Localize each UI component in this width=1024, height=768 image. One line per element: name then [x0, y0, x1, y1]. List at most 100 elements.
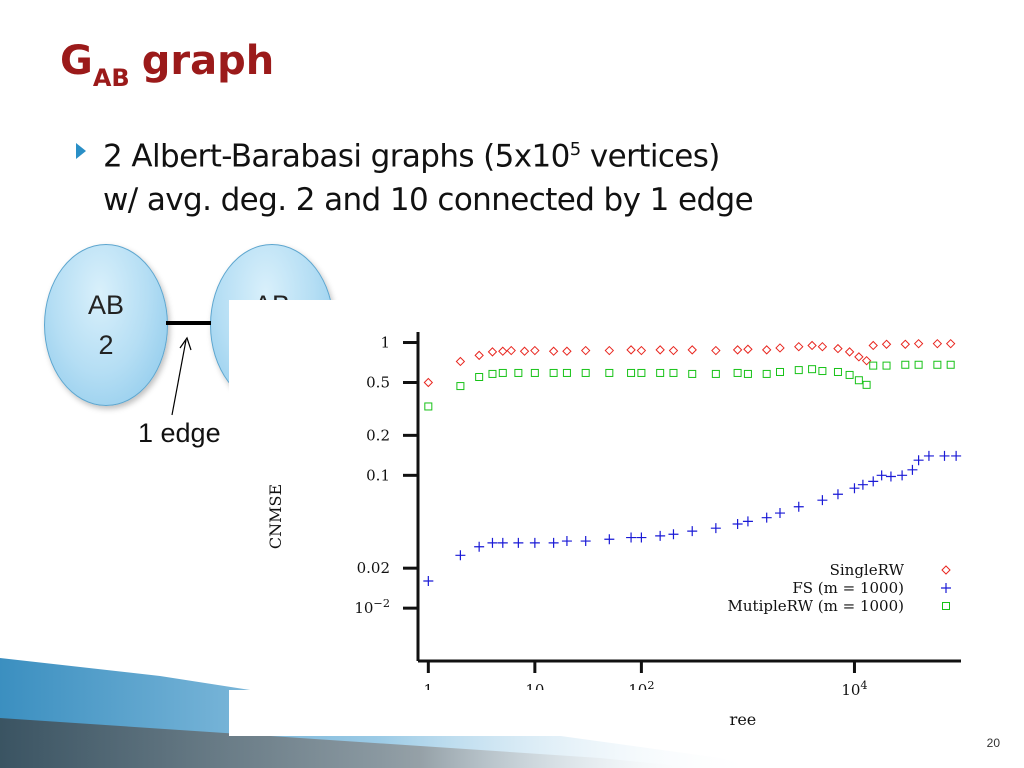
data-point — [732, 519, 743, 530]
data-point — [488, 369, 497, 378]
data-point — [775, 508, 785, 519]
edge-pointer-arrow — [171, 339, 187, 416]
data-point — [474, 350, 484, 361]
y-tick-label: 0.2 — [366, 426, 390, 444]
data-point — [793, 501, 804, 512]
data-point — [818, 367, 827, 376]
data-point — [580, 345, 591, 356]
legend-label: SingleRW — [830, 561, 905, 579]
data-point — [939, 450, 950, 461]
data-point — [933, 360, 942, 369]
data-point — [687, 526, 698, 537]
data-point — [868, 476, 879, 487]
data-point — [656, 368, 665, 377]
data-point — [913, 338, 924, 349]
data-point — [794, 366, 803, 375]
data-point — [743, 344, 753, 354]
data-point — [897, 470, 908, 481]
data-point — [604, 345, 615, 356]
data-point — [844, 347, 855, 357]
y-axis-label: CNMSE — [266, 484, 285, 549]
data-point — [946, 360, 955, 369]
bullet-line-1: 2 Albert-Barabasi graphs (5x105 vertices… — [103, 128, 753, 178]
title-subscript: AB — [92, 64, 130, 92]
legend-label: FS (m = 1000) — [792, 579, 904, 597]
bullet-line-1-sup: 5 — [569, 139, 581, 160]
data-point — [742, 516, 753, 527]
data-point — [655, 530, 666, 541]
data-point — [932, 338, 943, 349]
data-point — [854, 352, 864, 362]
bullet-text: 2 Albert-Barabasi graphs (5x105 vertices… — [103, 128, 754, 222]
data-point — [942, 602, 950, 610]
data-point — [862, 380, 871, 389]
data-point — [808, 365, 817, 374]
data-point — [923, 450, 934, 461]
data-point — [498, 346, 508, 356]
y-tick-label: 1 — [380, 334, 390, 352]
data-point — [529, 537, 540, 548]
data-point — [455, 356, 466, 367]
y-tick-label: 0.1 — [366, 466, 390, 484]
data-point — [711, 369, 720, 378]
page-title: GAB graph — [60, 38, 274, 92]
data-point — [530, 345, 540, 356]
data-point — [688, 369, 697, 378]
data-point — [882, 361, 891, 370]
data-point — [832, 489, 843, 500]
data-point — [761, 512, 772, 523]
data-point — [487, 537, 498, 548]
data-point — [627, 368, 636, 377]
y-tick-label: 10−2 — [354, 597, 390, 617]
data-point — [857, 479, 868, 490]
data-point — [833, 343, 843, 354]
data-point — [668, 529, 679, 540]
data-point — [456, 382, 465, 391]
data-point — [424, 402, 433, 411]
data-point — [548, 537, 559, 548]
data-point — [833, 367, 842, 376]
data-point — [945, 338, 956, 349]
data-point — [732, 345, 743, 355]
data-point — [861, 355, 872, 366]
bullet-line-1-b: vertices) — [580, 138, 721, 175]
data-point — [901, 360, 910, 369]
data-point — [817, 495, 828, 506]
data-point — [636, 532, 647, 543]
data-point — [951, 450, 962, 461]
data-point — [506, 345, 516, 356]
data-point — [817, 341, 828, 352]
data-point — [530, 368, 539, 377]
data-point — [913, 455, 924, 466]
data-point — [455, 550, 466, 561]
data-point — [475, 373, 484, 382]
bullet-line-2: w/ avg. deg. 2 and 10 connected by 1 edg… — [103, 182, 754, 219]
page-number: 20 — [986, 736, 1000, 750]
data-point — [605, 368, 614, 377]
data-point — [733, 368, 742, 377]
data-point — [498, 368, 507, 377]
data-point — [881, 339, 892, 349]
data-point — [710, 523, 721, 534]
legend-label: MutipleRW (m = 1000) — [728, 597, 904, 615]
data-point — [514, 368, 523, 377]
edge-label: 1 edge — [138, 418, 221, 448]
data-point — [854, 376, 863, 385]
data-point — [497, 537, 508, 548]
data-point — [687, 345, 697, 355]
data-point — [849, 483, 860, 494]
data-point — [869, 361, 878, 370]
data-point — [581, 368, 590, 377]
data-point — [762, 369, 771, 378]
data-point — [807, 340, 817, 351]
triangle-bullet-icon — [76, 143, 86, 159]
data-point — [580, 536, 591, 547]
data-point — [423, 377, 434, 388]
y-tick-label: 0.02 — [357, 559, 390, 577]
data-point — [423, 576, 434, 587]
data-point — [474, 541, 485, 552]
data-point — [868, 340, 878, 351]
data-point — [549, 368, 558, 377]
data-point — [513, 537, 524, 548]
